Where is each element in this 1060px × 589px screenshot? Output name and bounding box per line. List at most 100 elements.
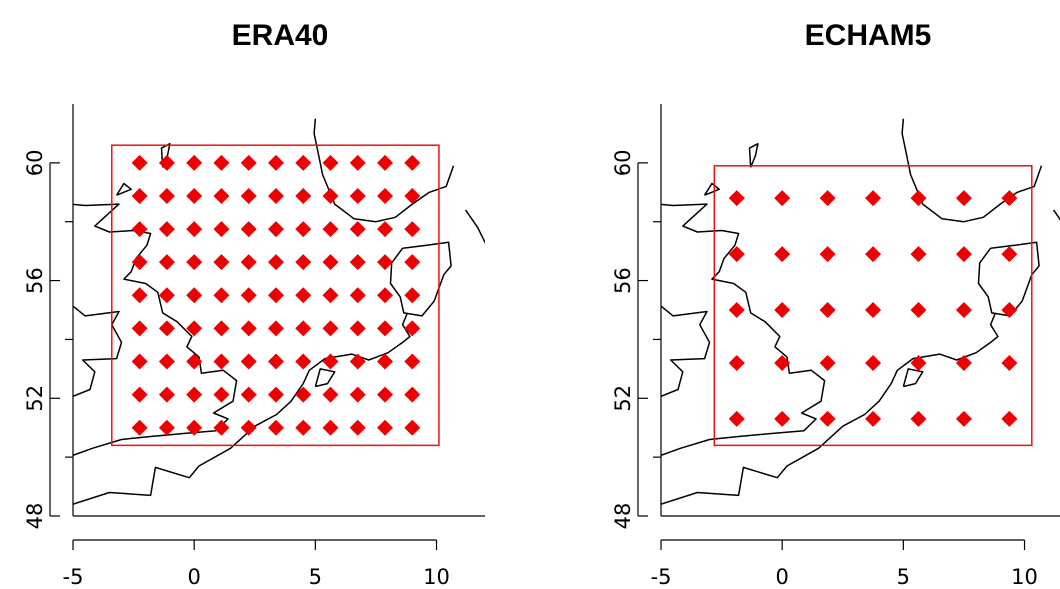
grid-point	[322, 419, 339, 436]
grid-point	[267, 320, 284, 337]
coastline	[661, 312, 999, 505]
grid-point	[377, 419, 394, 436]
grid-point	[158, 353, 175, 370]
y-tick-label: 48	[611, 503, 635, 530]
coastline	[314, 368, 336, 388]
domain-box	[713, 165, 1033, 447]
grid-point	[186, 419, 203, 436]
grid-point	[349, 320, 366, 337]
grid-point	[404, 254, 421, 271]
grid-point	[267, 353, 284, 370]
x-tick-label: -5	[63, 565, 84, 589]
coastline	[902, 368, 924, 388]
grid-point	[213, 419, 230, 436]
grid-point	[377, 320, 394, 337]
grid-point	[158, 154, 175, 171]
grid-point	[955, 302, 972, 318]
grid-point	[377, 154, 394, 171]
grid-point	[158, 419, 175, 436]
grid-point	[240, 386, 257, 403]
grid-point	[404, 154, 421, 171]
x-tick-label: 10	[423, 565, 450, 589]
coastline	[313, 118, 455, 223]
grid-point	[186, 353, 203, 370]
grid-point	[240, 187, 257, 204]
grid-point	[295, 187, 312, 204]
grid-point	[131, 221, 148, 238]
grid-point	[865, 354, 882, 371]
coastline	[901, 118, 1043, 223]
grid-point	[186, 254, 203, 271]
grid-point	[295, 221, 312, 238]
grid-point	[910, 302, 927, 318]
grid-point	[819, 302, 836, 318]
chart-title: ERA40	[232, 19, 329, 52]
axes: -5 0 5 10 48 52 56 60	[23, 104, 485, 589]
coastline	[661, 203, 826, 457]
grid-point	[158, 187, 175, 204]
grid-point	[865, 302, 882, 318]
grid-point	[131, 419, 148, 436]
grid-point	[322, 386, 339, 403]
grid-point	[158, 287, 175, 304]
grid-point	[349, 254, 366, 271]
grid-point	[131, 254, 148, 271]
grid-point	[295, 254, 312, 271]
grid-point	[158, 254, 175, 271]
grid-point	[910, 190, 927, 207]
grid-point	[158, 221, 175, 238]
grid-point	[819, 246, 836, 263]
grid-point	[404, 320, 421, 337]
grid-point	[131, 187, 148, 204]
grid-point	[349, 187, 366, 204]
x-tick-label: 0	[187, 565, 200, 589]
coastline	[661, 305, 711, 398]
y-tick-label: 60	[23, 149, 47, 176]
grid-point	[322, 353, 339, 370]
grid-point	[131, 386, 148, 403]
grid-point	[322, 187, 339, 204]
grid-point	[1001, 190, 1018, 207]
grid-point	[186, 287, 203, 304]
grid-point	[404, 386, 421, 403]
y-tick-label: 52	[611, 385, 635, 412]
grid-point	[819, 410, 836, 427]
grid-point	[377, 287, 394, 304]
grid-point	[1001, 354, 1018, 371]
grid-point	[774, 246, 791, 263]
grid-point	[1001, 246, 1018, 263]
axes: -5 0 5 10 48 52 56 60	[611, 104, 1060, 589]
coastline	[73, 312, 411, 505]
grid-point	[186, 320, 203, 337]
grid-point	[955, 190, 972, 207]
grid-point	[295, 320, 312, 337]
grid-point	[240, 221, 257, 238]
grid-point	[131, 287, 148, 304]
grid-point	[377, 386, 394, 403]
x-tick-label: 10	[1011, 565, 1038, 589]
grid-point	[728, 190, 745, 207]
grid-point	[774, 354, 791, 371]
grid-point	[322, 154, 339, 171]
grid-point	[377, 221, 394, 238]
grid-point	[267, 419, 284, 436]
grid-point	[213, 353, 230, 370]
coastline	[389, 241, 452, 317]
domain-box	[111, 144, 440, 447]
grid-point	[910, 354, 927, 371]
grid-point	[865, 246, 882, 263]
y-tick-label: 52	[23, 385, 47, 412]
grid-point	[213, 154, 230, 171]
grid-point	[728, 410, 745, 427]
y-tick-label: 56	[611, 267, 635, 294]
grid-point	[158, 386, 175, 403]
panel-era40: ERA40 -5 0 5 10 48 52 56 60	[23, 19, 485, 589]
x-tick-label: 5	[309, 565, 322, 589]
coastline	[977, 241, 1040, 317]
grid-point	[186, 221, 203, 238]
chart-title: ECHAM5	[805, 19, 932, 52]
coastline-map	[73, 118, 485, 516]
grid-point	[865, 410, 882, 427]
grid-point	[322, 287, 339, 304]
grid-point	[240, 320, 257, 337]
